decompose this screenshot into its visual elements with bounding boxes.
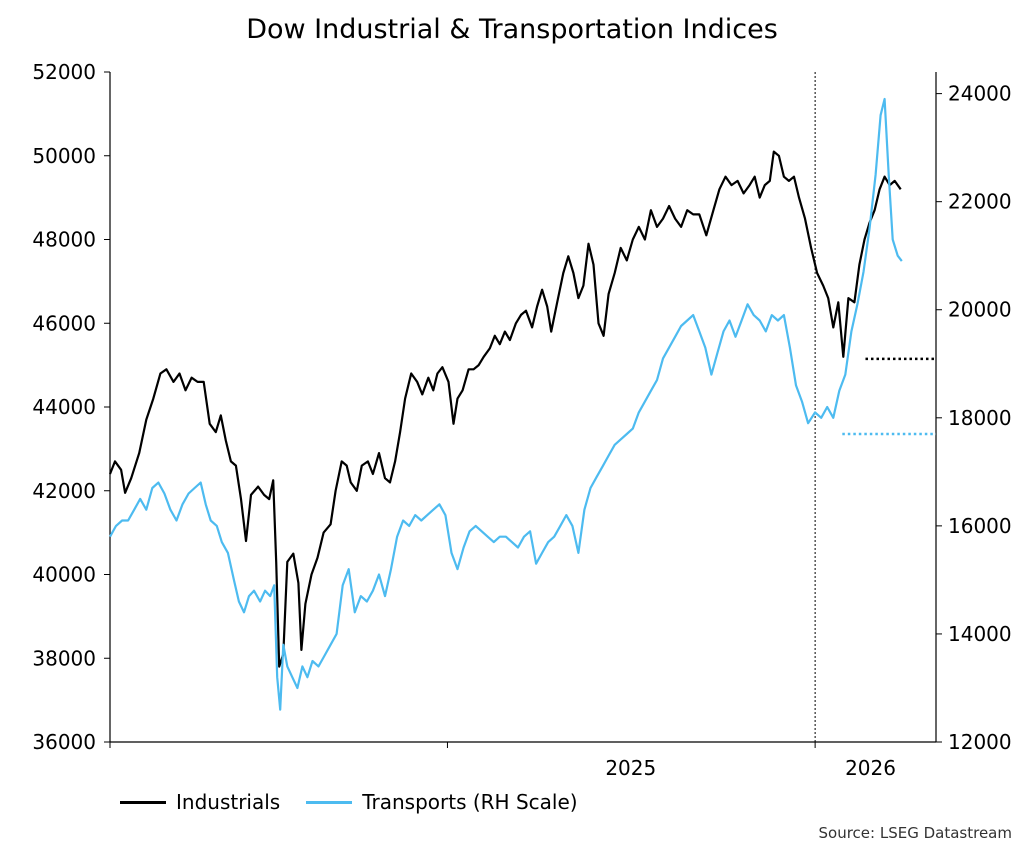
source-note: Source: LSEG Datastream	[818, 824, 1012, 842]
y-left-tick-label: 52000	[32, 60, 96, 84]
y-left-tick-label: 48000	[32, 228, 96, 252]
y-left-tick-label: 50000	[32, 144, 96, 168]
y-right-tick-label: 12000	[948, 730, 1012, 754]
y-right-tick-label: 18000	[948, 406, 1012, 430]
series-line-industrials	[108, 150, 902, 668]
x-tick-label: 2026	[845, 756, 896, 780]
y-right-tick-label: 24000	[948, 82, 1012, 106]
y-left-tick-label: 44000	[32, 395, 96, 419]
y-left-tick-label: 36000	[32, 730, 96, 754]
legend-swatch-transports	[306, 800, 353, 804]
legend-label-industrials: Industrials	[176, 790, 281, 814]
y-right-tick-label: 20000	[948, 298, 1012, 322]
legend-item-industrials: Industrials	[120, 790, 280, 814]
y-left-tick-label: 38000	[32, 646, 96, 670]
chart-title: Dow Industrial & Transportation Indices	[246, 14, 778, 45]
legend-label-transports: Transports (RH Scale)	[362, 790, 578, 814]
series-line-transports	[109, 97, 903, 711]
legend-swatch-industrials	[120, 800, 166, 804]
y-left-tick-label: 42000	[32, 479, 96, 503]
y-right-tick-label: 16000	[948, 514, 1012, 538]
y-right-tick-label: 14000	[948, 622, 1012, 646]
legend: Industrials Transports (RH Scale)	[120, 790, 604, 814]
y-right-tick-label: 22000	[948, 190, 1012, 214]
y-left-tick-label: 46000	[32, 311, 96, 335]
legend-item-transports: Transports (RH Scale)	[306, 790, 578, 814]
x-tick-label: 2025	[605, 756, 656, 780]
y-left-tick-label: 40000	[32, 563, 96, 587]
